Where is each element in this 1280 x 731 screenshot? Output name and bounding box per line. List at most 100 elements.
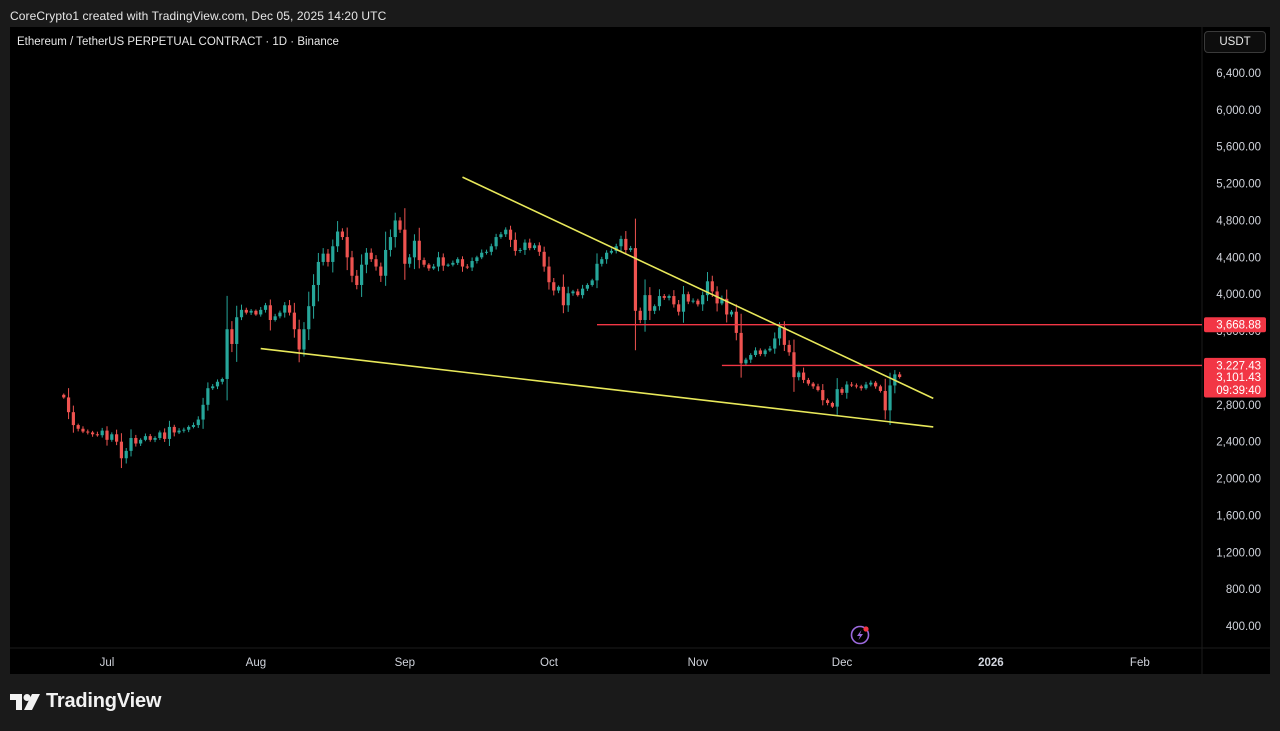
- candle: [292, 302, 296, 338]
- candle: [446, 263, 450, 267]
- candle: [259, 306, 263, 317]
- candle: [561, 274, 565, 314]
- horizontal-levels[interactable]: [597, 324, 1202, 367]
- candle: [215, 379, 220, 390]
- candle: [211, 384, 215, 390]
- candle: [235, 305, 239, 362]
- candle: [840, 387, 844, 395]
- candle: [508, 225, 513, 248]
- candle: [667, 294, 671, 301]
- price-tag-label: 3,101.43: [1216, 372, 1261, 384]
- candle: [609, 248, 614, 255]
- candle: [773, 332, 777, 354]
- time-axis[interactable]: Jul Aug Sep Oct Nov Dec 2026 Feb: [100, 657, 1150, 669]
- time-tick-label: Oct: [540, 657, 559, 669]
- candle: [456, 257, 460, 266]
- trendlines[interactable]: [260, 176, 934, 428]
- price-tick-label: 4,000.00: [1216, 289, 1261, 301]
- chart-frame[interactable]: [10, 27, 1270, 674]
- candle: [115, 429, 119, 446]
- candle: [432, 263, 436, 270]
- candle: [701, 291, 705, 311]
- candle: [825, 398, 830, 406]
- candle: [249, 309, 253, 315]
- price-tick-label: 800.00: [1226, 584, 1261, 596]
- time-tick-label: Nov: [688, 657, 709, 669]
- tradingview-wordmark: TradingView: [46, 690, 162, 712]
- candle: [489, 243, 493, 256]
- price-tag: 3,227.43: [1204, 357, 1266, 373]
- price-tick-label: 400.00: [1226, 621, 1261, 633]
- candle: [542, 246, 546, 272]
- candle: [283, 302, 287, 318]
- candle: [878, 384, 883, 393]
- candle: [883, 378, 887, 420]
- candle: [648, 287, 652, 321]
- trendline[interactable]: [260, 347, 934, 428]
- candle: [331, 239, 335, 273]
- candle: [537, 242, 541, 256]
- candle: [494, 233, 498, 250]
- currency-selector[interactable]: USDT: [1204, 31, 1266, 53]
- candle: [811, 382, 815, 389]
- candle: [470, 257, 474, 272]
- candle: [898, 371, 902, 379]
- candle: [196, 416, 200, 428]
- candle: [153, 436, 157, 443]
- time-tick-label: Aug: [246, 657, 266, 669]
- candle: [739, 313, 743, 378]
- candle: [427, 263, 431, 271]
- candle: [148, 433, 152, 442]
- tradingview-logo[interactable]: TradingView: [10, 690, 161, 713]
- candle: [830, 401, 834, 408]
- candle: [475, 255, 479, 264]
- candle: [518, 247, 522, 253]
- candle: [66, 388, 71, 420]
- candle: [605, 250, 609, 264]
- candle: [662, 294, 666, 300]
- price-axis[interactable]: 6,400.00 6,000.00 5,600.00 5,200.00 4,800.00…: [1216, 68, 1261, 633]
- candle: [388, 229, 393, 257]
- candle: [225, 295, 229, 401]
- price-tick-label: 2,400.00: [1216, 437, 1261, 449]
- price-tick-label: 4,800.00: [1216, 215, 1261, 227]
- candle: [201, 397, 205, 429]
- candle: [76, 423, 80, 432]
- candle: [158, 430, 162, 440]
- candle: [340, 228, 344, 240]
- time-tick-label: Sep: [395, 657, 415, 669]
- price-tag-label: 3,227.43: [1216, 360, 1261, 372]
- candle: [369, 248, 373, 262]
- candle: [263, 302, 268, 313]
- candle: [62, 393, 66, 399]
- candle: [556, 285, 561, 294]
- candle: [686, 291, 690, 305]
- candle: [335, 221, 340, 253]
- candle: [167, 420, 172, 446]
- candle: [297, 319, 301, 363]
- candle: [408, 254, 412, 268]
- candle: [643, 279, 647, 332]
- candle: [326, 249, 330, 267]
- candle: [143, 433, 148, 442]
- candle: [398, 217, 402, 233]
- candle: [619, 235, 623, 252]
- candle: [244, 307, 248, 315]
- candle: [499, 231, 503, 239]
- price-tick-label: 6,400.00: [1216, 68, 1261, 80]
- price-tick-label: 1,200.00: [1216, 547, 1261, 559]
- candle: [71, 405, 75, 433]
- candle: [105, 426, 109, 446]
- candle: [787, 340, 791, 356]
- candle: [412, 234, 417, 270]
- candle: [629, 245, 633, 252]
- candle: [364, 248, 369, 274]
- candle: [590, 278, 594, 287]
- candle: [95, 431, 99, 437]
- candle: [821, 384, 825, 406]
- candle: [744, 357, 748, 366]
- lightning-icon[interactable]: [850, 625, 870, 645]
- trendline[interactable]: [462, 176, 934, 400]
